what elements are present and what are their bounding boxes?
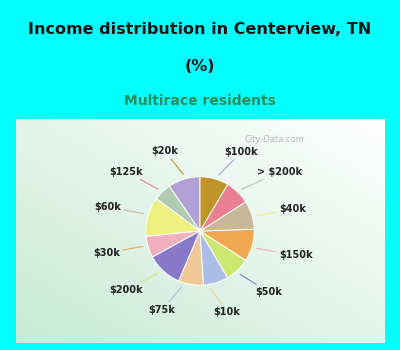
Wedge shape [200, 184, 246, 231]
Text: $100k: $100k [219, 147, 258, 175]
Wedge shape [200, 177, 228, 231]
Text: $30k: $30k [94, 246, 143, 258]
Text: $10k: $10k [211, 289, 240, 317]
Wedge shape [146, 199, 200, 237]
Text: City-Data.com: City-Data.com [244, 135, 304, 144]
Text: $50k: $50k [240, 274, 282, 297]
Wedge shape [200, 202, 254, 231]
Text: $200k: $200k [109, 273, 158, 295]
Wedge shape [156, 186, 200, 231]
Text: $40k: $40k [257, 204, 306, 216]
Text: > $200k: > $200k [242, 167, 302, 189]
Text: $20k: $20k [151, 146, 183, 174]
Wedge shape [169, 177, 200, 231]
Text: $150k: $150k [257, 248, 312, 260]
Text: $125k: $125k [109, 167, 158, 189]
Text: Income distribution in Centerview, TN: Income distribution in Centerview, TN [28, 22, 372, 37]
Text: $60k: $60k [94, 202, 143, 214]
Text: Multirace residents: Multirace residents [124, 94, 276, 108]
Wedge shape [146, 231, 200, 257]
Wedge shape [200, 231, 228, 285]
Wedge shape [200, 229, 254, 260]
Wedge shape [200, 231, 246, 278]
Wedge shape [152, 231, 200, 281]
Text: $75k: $75k [149, 287, 182, 315]
Wedge shape [179, 231, 204, 285]
Text: (%): (%) [185, 59, 215, 74]
